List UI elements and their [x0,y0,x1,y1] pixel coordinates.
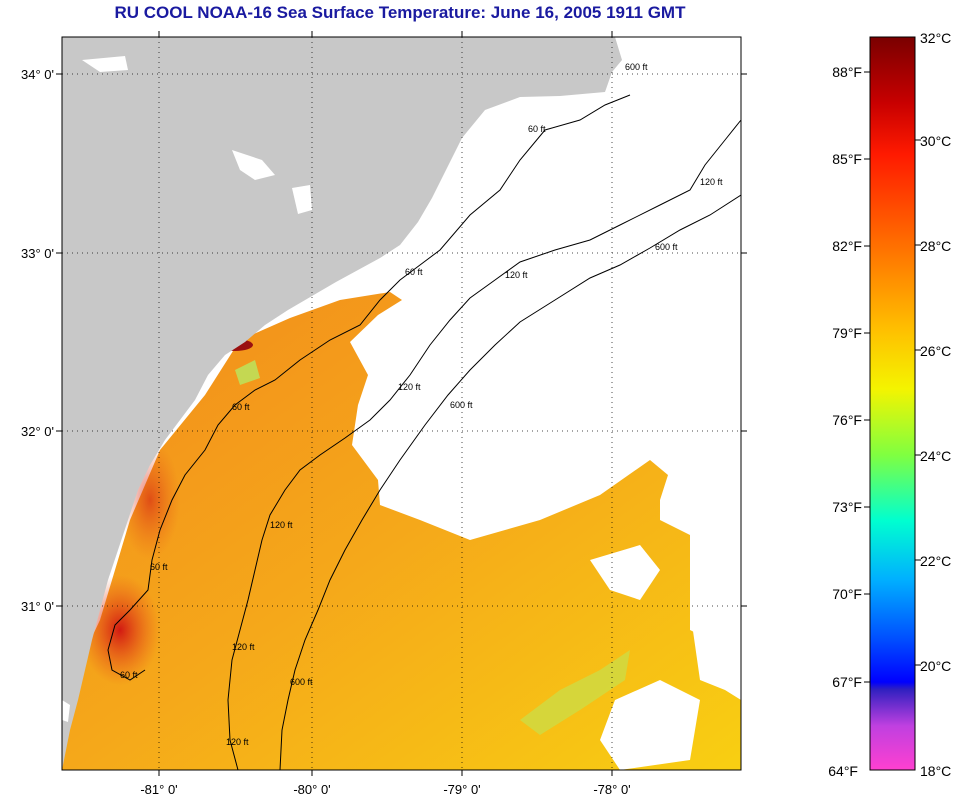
lat-label: 31° 0' [21,599,54,614]
contour-label: 120 ft [505,270,528,280]
map-frame [61,36,742,771]
contour-label: 60 ft [405,267,423,277]
contour-60ft [107,94,631,681]
page-title: RU COOL NOAA-16 Sea Surface Temperature:… [114,3,686,22]
cloud-gap [600,680,700,770]
contour-label: 60 ft [120,670,138,680]
contour-label: 120 ft [232,642,255,652]
lat-label: 33° 0' [21,246,54,261]
colorbar-celsius-label: 32°C [920,30,951,46]
colorbar-fahrenheit-label: 85°F [832,151,862,167]
colorbar-ticks [864,71,921,683]
cool-patch [235,360,260,385]
contour-label: 120 ft [398,382,421,392]
inland-lake [292,185,312,214]
colorbar-celsius-label: 26°C [920,343,951,359]
colorbar-celsius-label: 24°C [920,448,951,464]
bathymetry-contours [107,94,741,770]
inland-lake [82,56,128,72]
contour-120ft [227,119,741,770]
inland-lake [232,150,275,180]
land-mass [62,37,622,770]
colorbar-fahrenheit-label: 64°F [828,763,858,779]
colorbar-celsius-label: 30°C [920,133,951,149]
contour-label: 120 ft [700,177,723,187]
lat-label: 32° 0' [21,424,54,439]
contour-label: 120 ft [270,520,293,530]
colorbar-fahrenheit-label: 88°F [832,64,862,80]
contour-label: 60 ft [232,402,250,412]
colorbar-celsius-label: 28°C [920,238,951,254]
tick-marks [56,31,747,776]
lat-label: 34° 0' [21,67,54,82]
contour-label: 120 ft [226,737,249,747]
colorbar-fahrenheit-label: 70°F [832,586,862,602]
colorbar-celsius-label: 20°C [920,658,951,674]
sst-data-field [62,292,741,770]
cloud-gap [690,600,720,640]
colorbar-fahrenheit-label: 76°F [832,412,862,428]
lon-label: -79° 0' [443,782,480,797]
contour-label: 600 ft [450,400,473,410]
colorbar-fahrenheit-label: 73°F [832,499,862,515]
contour-label: 600 ft [290,677,313,687]
inland-lake [62,700,70,722]
colorbar-celsius-label: 22°C [920,553,951,569]
contour-label: 60 ft [528,124,546,134]
graticule [62,37,741,770]
colorbar-celsius-label: 18°C [920,763,951,779]
contour-600ft [279,194,741,770]
colorbar-fahrenheit-label: 67°F [832,674,862,690]
colorbar-fahrenheit-label: 79°F [832,325,862,341]
colorbar-fahrenheit-label: 82°F [832,238,862,254]
cloud-gap [590,545,660,600]
cool-patch [520,650,630,735]
lon-label: -80° 0' [293,782,330,797]
lon-label: -81° 0' [140,782,177,797]
contour-label: 600 ft [655,242,678,252]
lon-label: -78° 0' [593,782,630,797]
colorbar [869,36,916,771]
contour-label: 600 ft [625,62,648,72]
